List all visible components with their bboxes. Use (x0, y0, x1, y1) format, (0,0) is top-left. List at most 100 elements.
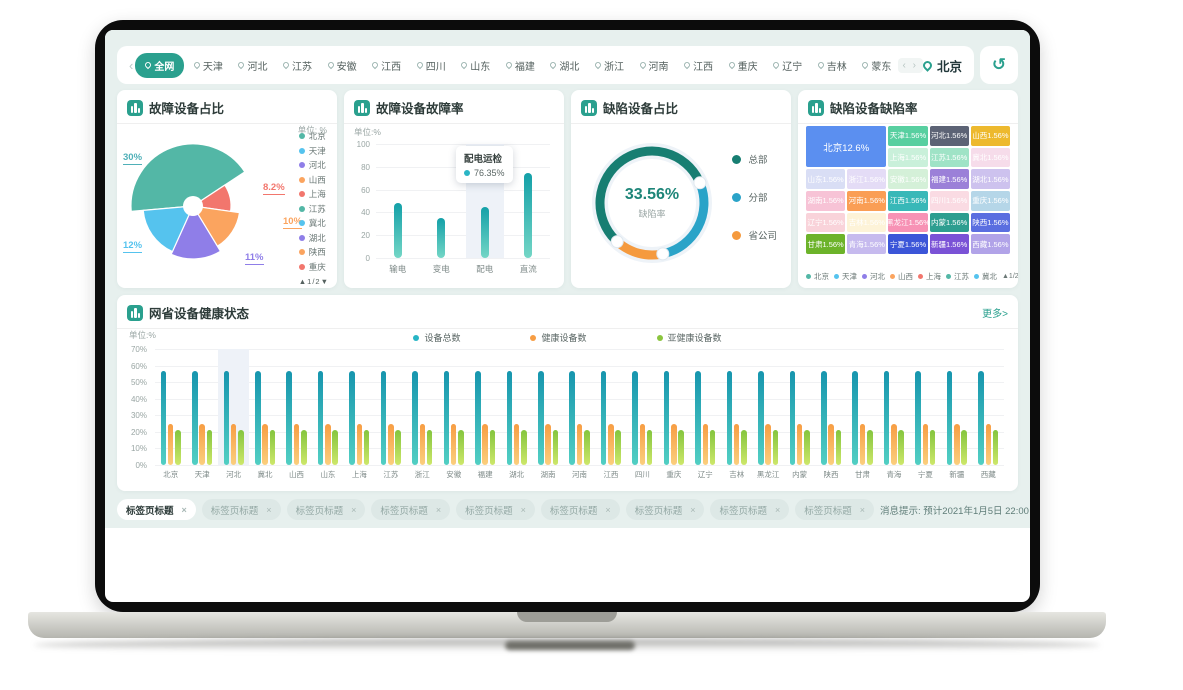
footer-tab[interactable]: 标签页标题 × (117, 499, 196, 520)
legend-item-健康设备数[interactable]: 健康设备数 (530, 331, 587, 344)
treemap-cell-河北[interactable]: 河北1.56% (929, 126, 969, 146)
x-axis-label: 北京 (163, 470, 179, 479)
legend-pager[interactable]: ▲1/2▼ (1002, 273, 1018, 280)
bar-健康设备数 (167, 423, 174, 465)
legend-item-重庆[interactable]: 重庆 (298, 261, 329, 273)
legend-item-亚健康设备数[interactable]: 亚健康设备数 (656, 331, 722, 344)
close-icon[interactable]: × (774, 504, 781, 515)
treemap-cell-宁夏[interactable]: 宁夏1.56% (888, 234, 928, 254)
treemap-cell-青海[interactable]: 青海1.56% (847, 234, 887, 254)
treemap-cell-山西[interactable]: 山西1.56% (970, 126, 1010, 146)
treemap-cell-福建[interactable]: 福建1.56% (929, 169, 969, 189)
nav-tab-福建[interactable]: 福建 (500, 54, 541, 77)
nav-tab-全网[interactable]: 全网 (135, 52, 185, 78)
treemap-cell-新疆[interactable]: 新疆1.56% (929, 234, 969, 254)
treemap-cell-安徽[interactable]: 安徽1.56% (888, 169, 928, 189)
nav-tab-河北[interactable]: 河北 (232, 54, 273, 77)
nav-tab-江西[interactable]: 江西 (366, 54, 407, 77)
legend-item-上海[interactable]: 上海 (298, 188, 329, 200)
treemap-cell-冀北[interactable]: 冀北1.56% (970, 147, 1010, 168)
legend-item-冀北[interactable]: 冀北 (974, 271, 997, 282)
treemap-cell-甘肃[interactable]: 甘肃1.56% (806, 234, 846, 254)
legend-item-设备总数[interactable]: 设备总数 (413, 331, 460, 344)
treemap-cell-湖北[interactable]: 湖北1.56% (970, 169, 1010, 189)
treemap-cell-黑龙江[interactable]: 黑龙江1.56% (888, 212, 928, 233)
close-icon[interactable]: × (859, 504, 866, 515)
treemap-cell-上海[interactable]: 上海1.56% (888, 147, 928, 168)
treemap-cell-山东[interactable]: 山东1.56% (806, 169, 846, 189)
nav-tab-江西[interactable]: 江西 (678, 54, 719, 77)
legend-item-河北[interactable]: 河北 (862, 271, 885, 282)
legend-item-上海[interactable]: 上海 (918, 271, 941, 282)
treemap-cell-天津[interactable]: 天津1.56% (888, 126, 928, 146)
treemap-cell-江苏[interactable]: 江苏1.56% (929, 147, 969, 168)
footer-tab[interactable]: 标签页标题 × (201, 499, 281, 520)
treemap-cell-内蒙[interactable]: 内蒙1.56% (929, 212, 969, 233)
nav-tab-蒙东[interactable]: 蒙东 (856, 54, 897, 77)
nav-tab-天津[interactable]: 天津 (188, 54, 229, 77)
treemap-cell-北京[interactable]: 北京12.6% (806, 126, 887, 168)
footer-tab[interactable]: 标签页标题 × (286, 499, 366, 520)
legend-pager[interactable]: ▲1/2▼ (298, 277, 329, 286)
city-selector[interactable]: 北京 (921, 56, 964, 75)
legend-item-江苏[interactable]: 江苏 (298, 203, 329, 215)
treemap-cell-西藏[interactable]: 西藏1.56% (970, 234, 1010, 254)
treemap-cell-江西[interactable]: 江西1.56% (888, 190, 928, 211)
gridline (155, 398, 1004, 400)
nav-tab-河南[interactable]: 河南 (634, 54, 675, 77)
treemap-cell-浙江[interactable]: 浙江1.56% (847, 169, 887, 189)
legend-item-冀北[interactable]: 冀北 (298, 217, 329, 229)
treemap-cell-吉林[interactable]: 吉林1.56% (847, 212, 887, 233)
legend-dot (732, 154, 742, 164)
more-link[interactable]: 更多> (982, 309, 1008, 320)
legend-item-江苏[interactable]: 江苏 (946, 271, 969, 282)
legend-item-天津[interactable]: 天津 (298, 145, 329, 157)
close-icon[interactable]: × (605, 504, 611, 515)
legend-item-山西[interactable]: 山西 (298, 174, 329, 186)
footer-tab[interactable]: 标签页标题 × (795, 499, 875, 520)
nav-pager[interactable]: ‹ › (897, 57, 923, 73)
legend-item-湖北[interactable]: 湖北 (298, 232, 329, 244)
treemap-cell-湖南[interactable]: 湖南1.56% (806, 190, 846, 211)
legend-item-河北[interactable]: 河北 (298, 159, 329, 171)
nav-tab-安徽[interactable]: 安徽 (322, 54, 363, 77)
close-icon[interactable]: × (181, 504, 187, 515)
nav-tab-吉林[interactable]: 吉林 (812, 54, 853, 77)
nav-tab-湖北[interactable]: 湖北 (544, 54, 585, 77)
nav-tab-重庆[interactable]: 重庆 (723, 54, 764, 77)
legend-item-陕西[interactable]: 陕西 (298, 246, 329, 258)
legend-item-北京[interactable]: 北京 (298, 130, 329, 142)
legend-item-总部[interactable]: 总部 (732, 152, 777, 166)
nav-tab-山东[interactable]: 山东 (455, 54, 496, 77)
nav-tab-四川[interactable]: 四川 (411, 54, 452, 77)
treemap-cell-重庆[interactable]: 重庆1.56% (970, 190, 1010, 211)
close-icon[interactable]: × (351, 504, 357, 515)
bar-亚健康设备数 (992, 430, 999, 465)
close-icon[interactable]: × (266, 504, 272, 515)
close-icon[interactable]: × (435, 504, 442, 515)
fault-rate-icon (354, 99, 370, 116)
nav-tab-辽宁[interactable]: 辽宁 (767, 54, 808, 77)
legend-item-山西[interactable]: 山西 (890, 271, 913, 282)
treemap-cell-陕西[interactable]: 陕西1.56% (970, 212, 1010, 233)
reset-button[interactable]: ↺ (980, 46, 1018, 84)
footer-tab[interactable]: 标签页标题 × (625, 499, 705, 520)
treemap-cell-辽宁[interactable]: 辽宁1.56% (806, 212, 846, 233)
legend-item-北京[interactable]: 北京 (806, 271, 829, 282)
legend-item-分部[interactable]: 分部 (732, 190, 777, 204)
footer-tab[interactable]: 标签页标题 × (371, 499, 451, 520)
nav-scroll-left-icon[interactable]: ‹ (129, 57, 134, 73)
treemap-cell-河南[interactable]: 河南1.56% (847, 190, 887, 211)
footer-tab[interactable]: 标签页标题 × (456, 499, 535, 520)
legend-dot (890, 274, 895, 279)
footer-tab[interactable]: 标签页标题 × (710, 499, 790, 520)
treemap-cell-四川[interactable]: 四川1.56% (929, 190, 969, 211)
legend-item-天津[interactable]: 天津 (834, 271, 857, 282)
legend-item-省公司[interactable]: 省公司 (732, 228, 777, 242)
nav-tab-江苏[interactable]: 江苏 (277, 54, 318, 77)
close-icon[interactable]: × (520, 504, 526, 515)
nav-tab-浙江[interactable]: 浙江 (589, 54, 630, 77)
location-pin-icon (771, 60, 781, 70)
close-icon[interactable]: × (690, 504, 696, 515)
footer-tab[interactable]: 标签页标题 × (540, 499, 620, 520)
